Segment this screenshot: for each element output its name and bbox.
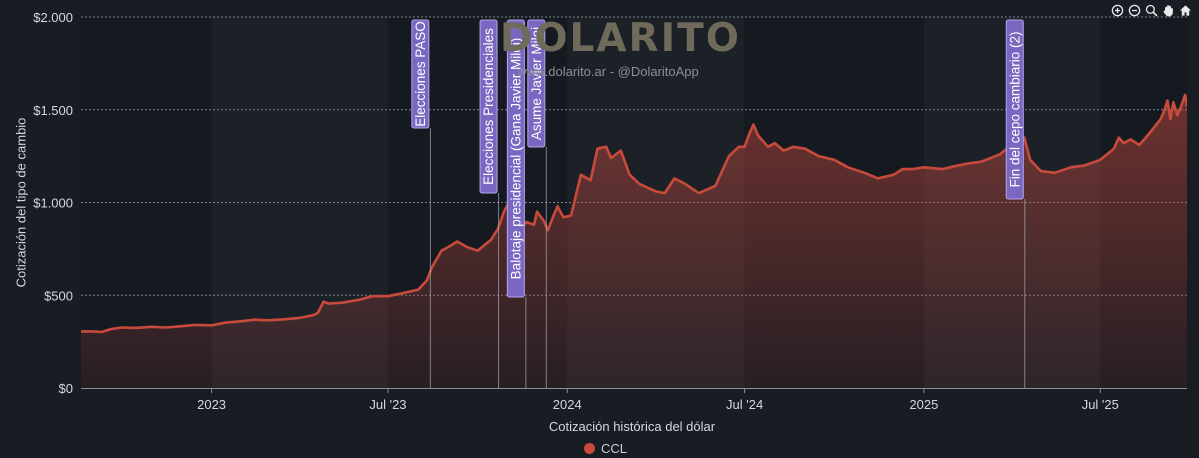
legend-label: CCL: [601, 441, 628, 456]
annotation-box: [1005, 19, 1024, 200]
x-tick-label: Jul '25: [1082, 397, 1119, 412]
x-tick-label: Jul '24: [726, 397, 763, 412]
plot-area: [81, 93, 1187, 388]
pan-hand-icon[interactable]: [1161, 3, 1176, 18]
annotation-label: Elecciones Presidenciales: [481, 28, 496, 185]
series-area-ccl: [81, 94, 1187, 388]
x-tick-label: 2025: [909, 397, 938, 412]
annotation-label: Asume Javier Milei: [529, 27, 544, 140]
legend-item-ccl[interactable]: CCL: [584, 441, 627, 456]
y-tick-label: $0: [59, 381, 73, 396]
x-tick-label: 2024: [553, 397, 582, 412]
x-axis-title: Cotización histórica del dólar: [549, 419, 716, 434]
y-tick-label: $1.500: [33, 103, 73, 118]
annotation-box: [411, 19, 430, 129]
annotation-label: Fin del cepo cambiario (2): [1007, 31, 1022, 187]
chart-toolbar: [1110, 3, 1193, 18]
annotation-box: [506, 19, 525, 298]
home-icon[interactable]: [1178, 3, 1193, 18]
zoom-in-icon[interactable]: [1110, 3, 1125, 18]
annotation-label: Balotaje presidencial (Gana Javier Milei…: [508, 38, 523, 280]
legend-marker: [584, 443, 595, 454]
y-tick-label: $500: [44, 288, 73, 303]
y-tick-label: $1.000: [33, 196, 73, 211]
x-tick-label: 2023: [197, 397, 226, 412]
zoom-select-icon[interactable]: [1144, 3, 1159, 18]
x-tick-label: Jul '23: [369, 397, 406, 412]
y-axis-title: Cotización del tipo de cambio: [14, 118, 29, 288]
annotation-box: [479, 19, 498, 194]
annotation-label: Elecciones PASO: [413, 21, 428, 127]
series-line-ccl: [81, 93, 1187, 334]
zoom-out-icon[interactable]: [1127, 3, 1142, 18]
y-tick-label: $2.000: [33, 10, 73, 25]
annotation-box: [527, 19, 546, 148]
